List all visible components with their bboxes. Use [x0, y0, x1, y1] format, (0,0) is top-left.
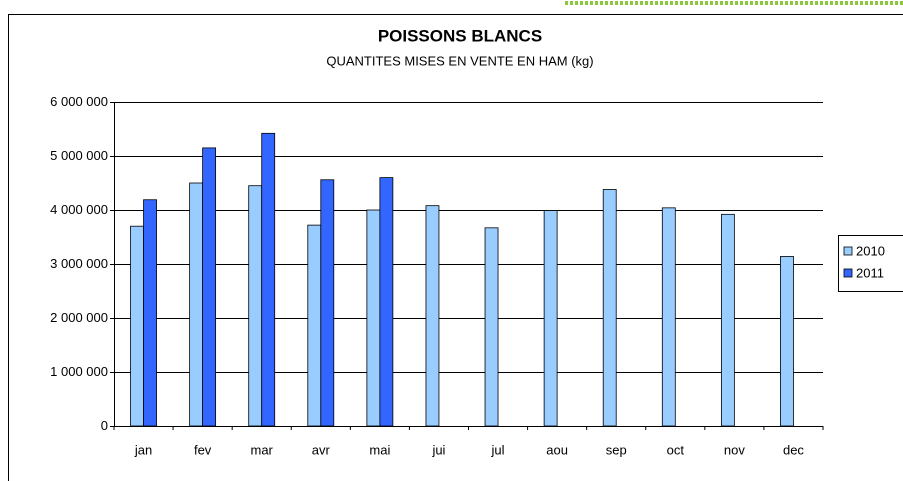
x-tick-label: mai — [369, 442, 390, 457]
y-tick-label: 6 000 000 — [50, 94, 108, 109]
legend-label: 2010 — [856, 243, 885, 258]
legend-label: 2011 — [856, 265, 884, 280]
x-tick-label: dec — [783, 442, 804, 457]
bar — [484, 227, 499, 427]
y-tick-label: 2 000 000 — [50, 310, 108, 325]
bar — [320, 179, 335, 427]
bar — [307, 224, 322, 427]
y-tick-label: 1 000 000 — [50, 364, 108, 379]
legend-box — [838, 235, 903, 292]
chart-subtitle: QUANTITES MISES EN VENTE EN HAM (kg) — [326, 53, 593, 68]
chart-title: POISSONS BLANCS — [378, 26, 542, 45]
chart-border — [8, 14, 903, 481]
x-tick-label: fev — [194, 442, 212, 457]
x-tick-label: oct — [667, 442, 685, 457]
bar — [366, 209, 381, 427]
x-tick-label: nov — [724, 442, 745, 457]
x-tick-label: jui — [431, 442, 445, 457]
legend-swatch — [843, 246, 853, 256]
bar — [780, 256, 794, 427]
x-tick-label: avr — [312, 442, 331, 457]
y-tick-label: 4 000 000 — [50, 202, 108, 217]
bar — [143, 199, 157, 427]
bar — [379, 177, 394, 427]
bar — [202, 147, 217, 427]
bar — [261, 132, 276, 427]
y-tick-label: 5 000 000 — [50, 148, 108, 163]
bar — [602, 189, 617, 427]
x-tick-label: aou — [546, 442, 568, 457]
bar — [661, 207, 676, 427]
x-tick-label: sep — [606, 442, 627, 457]
bar — [425, 205, 440, 427]
y-tick-label: 0 — [101, 418, 108, 433]
bar — [248, 185, 263, 427]
y-tick-label: 3 000 000 — [50, 256, 108, 271]
bar — [543, 210, 558, 427]
x-tick-label: jul — [491, 442, 505, 457]
x-tick-label: mar — [251, 442, 274, 457]
x-tick-label: jan — [134, 442, 152, 457]
legend-swatch — [843, 268, 853, 278]
bar — [189, 182, 204, 427]
bar — [130, 225, 144, 427]
bar — [720, 213, 735, 427]
